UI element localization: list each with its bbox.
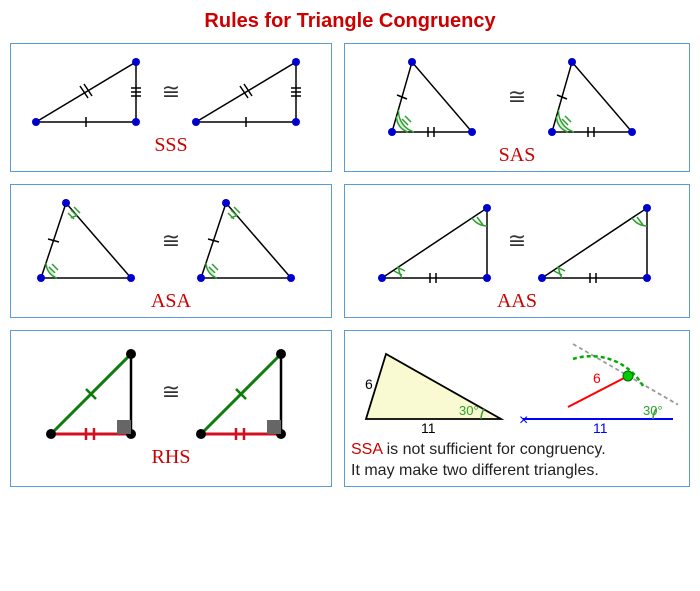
panel-sss: ≅ SSS [10,43,332,172]
aas-triangle-left [372,193,502,288]
sss-triangle-right [186,52,316,132]
ssa-side6: 6 [365,376,373,392]
ssa-side6b: 6 [593,370,601,386]
sss-label: SSS [17,134,325,157]
ssa-label: SSA [351,441,382,458]
svg-text:×: × [519,412,528,429]
aas-triangle-right [532,193,662,288]
sas-triangle-right [532,52,662,142]
sas-label: SAS [351,144,683,167]
rhs-triangle-left [36,339,156,444]
ssa-side11b: 11 [593,420,608,434]
panel-sas: ≅ SAS [344,43,690,172]
congruent-symbol: ≅ [508,84,526,110]
ssa-triangle-left: 6 11 30° [351,339,511,434]
ssa-angle: 30° [459,403,479,418]
aas-label: AAS [351,290,683,313]
ssa-triangle-right: × 6 11 30° [513,339,683,434]
diagram-grid: ≅ SSS [10,43,690,487]
page-title: Rules for Triangle Congruency [10,10,690,33]
congruent-symbol: ≅ [162,379,180,405]
panel-ssa: 6 11 30° × 6 11 [344,330,690,487]
ssa-text: SSA is not sufficient for congruency. It… [351,440,683,482]
congruent-symbol: ≅ [162,228,180,254]
panel-asa: ≅ ASA [10,184,332,318]
asa-triangle-left [26,193,156,288]
sss-triangle-left [26,52,156,132]
asa-label: ASA [17,290,325,313]
congruent-symbol: ≅ [162,79,180,105]
rhs-label: RHS [17,446,325,469]
panel-rhs: ≅ RHS [10,330,332,487]
panel-aas: ≅ AAS [344,184,690,318]
sas-triangle-left [372,52,502,142]
congruent-symbol: ≅ [508,228,526,254]
asa-triangle-right [186,193,316,288]
ssa-angle-b: 30° [643,403,663,418]
ssa-side11: 11 [421,420,436,434]
rhs-triangle-right [186,339,306,444]
